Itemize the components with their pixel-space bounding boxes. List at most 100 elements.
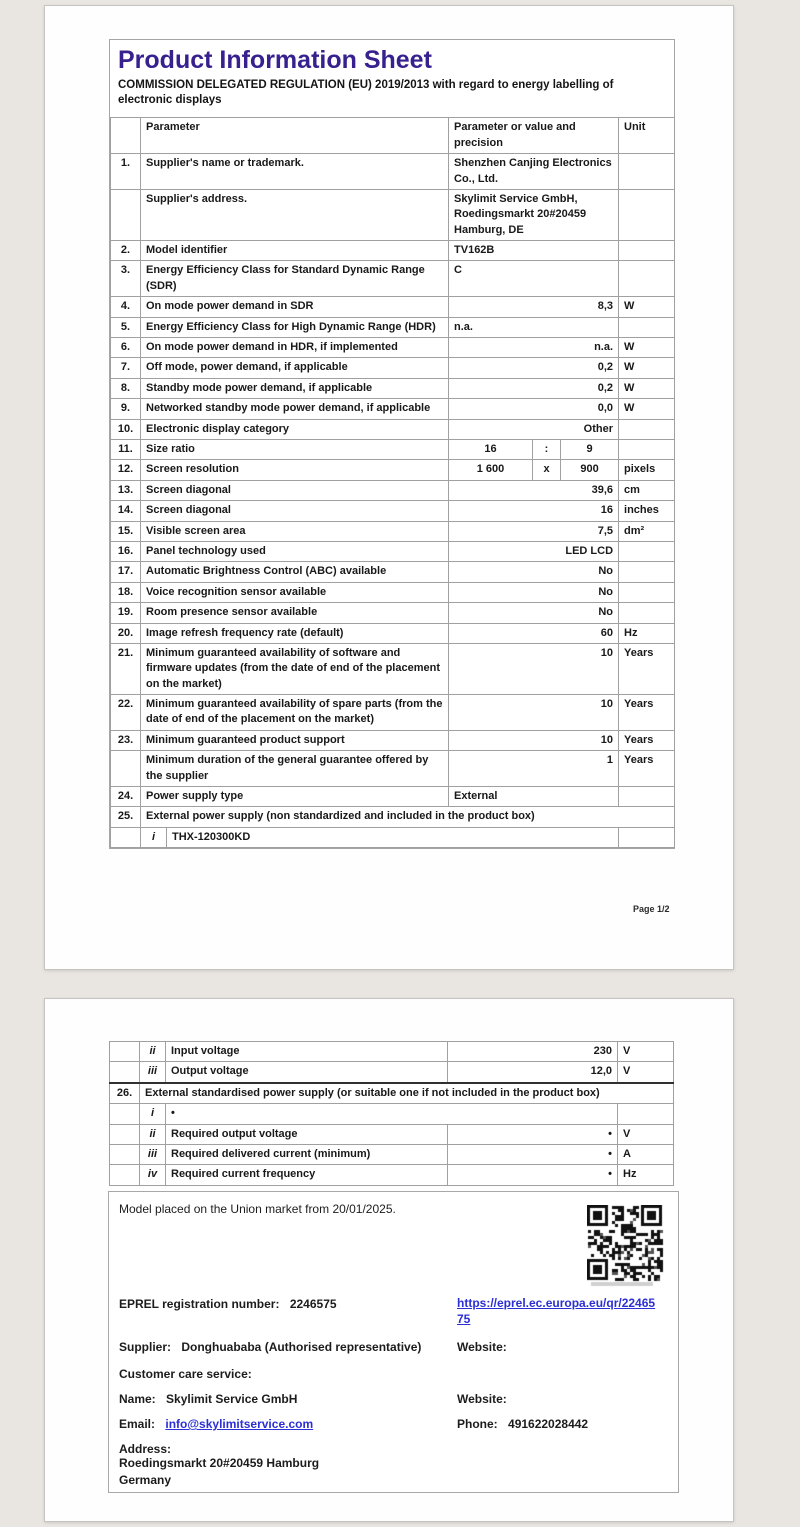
value-cell: Skylimit Service GmbH, Roedingsmarkt 20#… bbox=[448, 188, 620, 242]
unit-cell: V bbox=[617, 1061, 675, 1084]
unit-cell: dm² bbox=[618, 520, 676, 542]
table-row: 1. Supplier's name or trademark. Shenzhen … bbox=[110, 153, 676, 190]
row-number-cell bbox=[109, 1040, 140, 1063]
parameter-cell: • bbox=[164, 1103, 619, 1125]
value-cell: • bbox=[446, 1164, 619, 1186]
unit-cell: Years bbox=[618, 729, 676, 752]
parameter-cell: Minimum guaranteed product support bbox=[139, 729, 450, 752]
email-link[interactable]: info@skylimitservice.com bbox=[165, 1417, 314, 1431]
row-number-cell bbox=[110, 750, 141, 788]
care-email-line: Email: info@skylimitservice.com bbox=[119, 1417, 313, 1431]
unit-cell: Years bbox=[618, 750, 676, 788]
row-number-cell: 22. bbox=[110, 694, 141, 731]
row-number-cell: 25. bbox=[110, 806, 141, 828]
parameter-cell: Visible screen area bbox=[139, 520, 450, 542]
value-cell: TV162B bbox=[448, 240, 620, 262]
unit-cell bbox=[617, 1103, 675, 1125]
table-row: 7. Off mode, power demand, if applicable 0… bbox=[110, 357, 676, 379]
value-cell: Other bbox=[448, 418, 620, 440]
phone-label: Phone: bbox=[457, 1417, 498, 1431]
parameter-cell: Screen diagonal bbox=[139, 479, 450, 502]
table-row: 8. Standby mode power demand, if applicab… bbox=[110, 377, 676, 400]
value-cell: 900 bbox=[560, 459, 620, 481]
table-row: 16. Panel technology used LED LCD bbox=[110, 540, 676, 563]
parameter-cell: Networked standby mode power demand, if … bbox=[139, 398, 450, 420]
parameter-cell: Power supply type bbox=[139, 786, 450, 808]
row-number-cell bbox=[109, 1103, 140, 1125]
document-page-1: Product Information Sheet COMMISSION DEL… bbox=[44, 5, 734, 970]
value-cell: No bbox=[448, 602, 620, 624]
row-number-cell bbox=[109, 1164, 140, 1186]
unit-cell: W bbox=[618, 296, 676, 318]
table-row: 18. Voice recognition sensor available No bbox=[110, 581, 676, 604]
value-cell: 8,3 bbox=[448, 296, 620, 318]
header-unit: Unit bbox=[618, 117, 676, 155]
unit-cell: inches bbox=[618, 500, 676, 522]
table-row: 6. On mode power demand in HDR, if implem… bbox=[110, 337, 676, 359]
parameter-cell: Standby mode power demand, if applicable bbox=[139, 377, 450, 400]
unit-cell: Hz bbox=[617, 1164, 675, 1186]
parameter-cell: Minimum duration of the general guarante… bbox=[139, 750, 450, 788]
parameter-cell: Voice recognition sensor available bbox=[139, 581, 450, 604]
table-row: Minimum duration of the general guarante… bbox=[110, 750, 676, 788]
row-number-cell bbox=[109, 1143, 140, 1166]
supplier-website-label: Website: bbox=[457, 1340, 507, 1354]
value-cell: • bbox=[446, 1123, 619, 1145]
parameter-cell: Panel technology used bbox=[139, 540, 450, 563]
row-number-cell: 16. bbox=[110, 540, 141, 563]
registration-contact-box: Model placed on the Union market from 20… bbox=[108, 1191, 679, 1493]
value-cell: 12,0 bbox=[446, 1061, 619, 1084]
value-separator-cell: x bbox=[532, 459, 562, 481]
parameter-cell: Minimum guaranteed availability of spare… bbox=[139, 694, 450, 731]
row-number-cell: 17. bbox=[110, 561, 141, 583]
unit-cell: Hz bbox=[618, 622, 676, 644]
table-row: 17. Automatic Brightness Control (ABC) av… bbox=[110, 561, 676, 583]
address-label: Address: bbox=[119, 1442, 172, 1456]
header-number-cell bbox=[110, 117, 141, 155]
table-row: ii Required output voltage • V bbox=[109, 1123, 675, 1145]
value-cell: 60 bbox=[448, 622, 620, 644]
table-row: 10. Electronic display category Other bbox=[110, 418, 676, 440]
table-row: iii Required delivered current (minimum) •… bbox=[109, 1143, 675, 1166]
care-name-line: Name: Skylimit Service GmbH bbox=[119, 1392, 297, 1406]
row-number-cell: 21. bbox=[110, 642, 141, 696]
row-subindex-cell: iii bbox=[139, 1143, 166, 1166]
row-number-cell: 19. bbox=[110, 602, 141, 624]
unit-cell: V bbox=[617, 1123, 675, 1145]
table-row: 4. On mode power demand in SDR 8,3 W bbox=[110, 296, 676, 318]
value-cell: 230 bbox=[446, 1040, 619, 1063]
name-label: Name: bbox=[119, 1392, 156, 1406]
parameter-cell: Energy Efficiency Class for High Dynamic… bbox=[139, 316, 450, 339]
row-number-cell: 6. bbox=[110, 337, 141, 359]
page-title: Product Information Sheet bbox=[118, 46, 432, 74]
parameter-cell: Supplier's address. bbox=[139, 188, 450, 242]
row-number-cell: 15. bbox=[110, 520, 141, 542]
unit-cell bbox=[618, 602, 676, 624]
value-separator-cell: : bbox=[532, 438, 562, 461]
row-number-cell: 20. bbox=[110, 622, 141, 644]
row-number-cell: 14. bbox=[110, 500, 141, 522]
row-span-cell: External standardised power supply (or s… bbox=[138, 1081, 675, 1105]
parameter-cell: Minimum guaranteed availability of softw… bbox=[139, 642, 450, 696]
regulation-subtitle: COMMISSION DELEGATED REGULATION (EU) 201… bbox=[118, 79, 614, 107]
table-row: 24. Power supply type External bbox=[110, 786, 676, 808]
page-number-label: Page 1/2 bbox=[633, 904, 670, 914]
unit-cell: Years bbox=[618, 694, 676, 731]
table-row: 5. Energy Efficiency Class for High Dynam… bbox=[110, 316, 676, 339]
value-cell: 16 bbox=[448, 500, 620, 522]
customer-care-heading: Customer care service: bbox=[119, 1367, 252, 1381]
supplier-label: Supplier: bbox=[119, 1340, 172, 1354]
parameter-cell: Room presence sensor available bbox=[139, 602, 450, 624]
unit-cell bbox=[618, 153, 676, 190]
row-subindex-cell: ii bbox=[139, 1040, 166, 1063]
eprel-url-link[interactable]: https://eprel.ec.europa.eu/qr/2246575 bbox=[457, 1296, 656, 1327]
value-cell: 7,5 bbox=[448, 520, 620, 542]
unit-cell bbox=[618, 240, 676, 262]
unit-cell: V bbox=[617, 1040, 675, 1063]
unit-cell bbox=[618, 581, 676, 604]
parameter-cell: Screen diagonal bbox=[139, 500, 450, 522]
value-cell: n.a. bbox=[448, 337, 620, 359]
unit-cell bbox=[618, 786, 676, 808]
